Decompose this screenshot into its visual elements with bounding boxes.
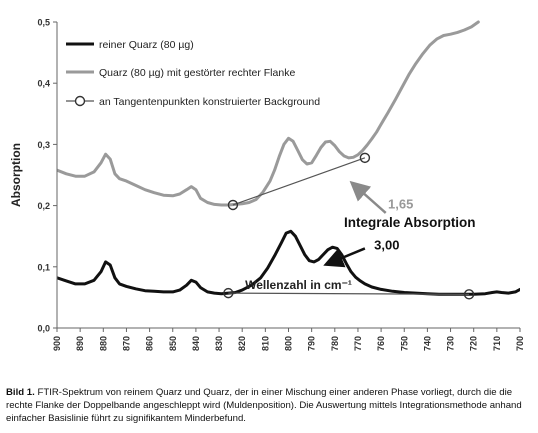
y-tick-label: 0,1	[37, 262, 50, 272]
x-tick-label: 800	[284, 336, 294, 351]
x-tick-label: 720	[469, 336, 479, 351]
annotation-1: 1,65	[388, 197, 413, 212]
arrow-to-gray-area	[349, 180, 387, 214]
series-line-2	[57, 20, 480, 207]
x-tick-label: 770	[353, 336, 363, 351]
legend-marker	[74, 95, 86, 107]
figure-caption: Bild 1. FTIR-Spektrum von reinem Quarz u…	[6, 386, 534, 425]
x-tick-label: 900	[52, 336, 62, 351]
x-tick-label: 760	[376, 336, 386, 351]
annotations: 1,65 Integrale Absorption 3,00	[323, 180, 476, 268]
x-tick-label: 840	[191, 336, 201, 351]
y-tick-label: 0,0	[37, 324, 50, 334]
x-tick-label: 740	[422, 336, 432, 351]
y-tick-label: 0,3	[37, 140, 50, 150]
tangent-point	[359, 152, 371, 164]
x-tick-label: 780	[330, 336, 340, 351]
annotation-2: Integrale Absorption	[344, 215, 476, 230]
background-line-2	[228, 292, 470, 295]
tangent-point	[223, 287, 234, 299]
annotation-3: 3,00	[374, 238, 399, 253]
x-tick-label: 820	[237, 336, 247, 351]
legend-label-1: reiner Quarz (80 µg)	[99, 39, 194, 51]
background-line-1	[232, 157, 366, 206]
y-tick-label: 0,5	[37, 18, 50, 28]
x-tick-label: 750	[399, 336, 409, 351]
caption-label: Bild 1.	[6, 387, 35, 398]
legend: reiner Quarz (80 µg) Quarz (80 µg) mit ge…	[66, 39, 320, 108]
x-tick-label: 730	[446, 336, 456, 351]
x-tick-label: 810	[260, 336, 270, 351]
y-tick-label: 0,4	[37, 79, 50, 89]
y-tick-label: 0,2	[37, 201, 50, 211]
legend-label-3: an Tangentenpunkten konstruierter Backgr…	[99, 96, 320, 108]
x-tick-label: 850	[168, 336, 178, 351]
tangent-point	[227, 199, 239, 211]
x-axis-label: Wellenzahl in cm⁻¹	[245, 278, 352, 292]
tangent-point	[463, 289, 475, 300]
ftir-chart: 0,0 0,1 0,2 0,3 0,4 0,5 900 890 880 870 860 850 840 8…	[9, 18, 525, 352]
plot-area	[57, 20, 520, 300]
x-tick-label: 710	[492, 336, 502, 351]
x-tick-label: 880	[98, 336, 108, 351]
x-tick-label: 890	[75, 336, 85, 351]
axes: 0,0 0,1 0,2 0,3 0,4 0,5 900 890 880 870 860 850 840 8…	[9, 18, 525, 352]
x-tick-label: 790	[307, 336, 317, 351]
y-axis-label: Absorption	[9, 143, 23, 207]
arrow-to-black-area	[323, 247, 366, 268]
x-tick-label: 700	[515, 336, 525, 351]
x-tick-label: 830	[214, 336, 224, 351]
x-tick-label: 870	[121, 336, 131, 351]
x-tick-label: 860	[145, 336, 155, 351]
legend-label-2: Quarz (80 µg) mit gestörter rechter Flan…	[99, 67, 295, 79]
caption-text: FTIR-Spektrum von reinem Quarz und Quarz…	[6, 387, 522, 424]
